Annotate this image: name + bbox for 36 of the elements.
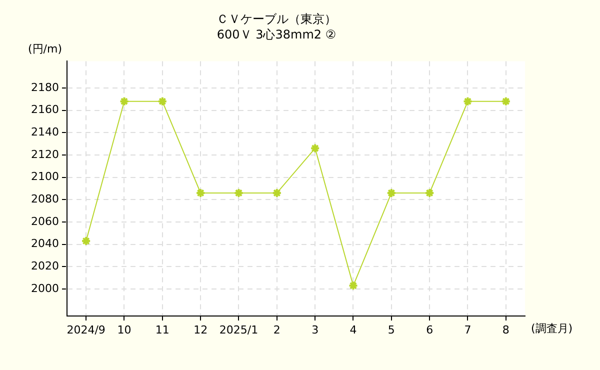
x-tick-label: 8 [502, 323, 510, 336]
y-tick-label: 2080 [30, 192, 59, 206]
point [157, 96, 168, 106]
y-tick-label: 2100 [30, 170, 59, 184]
x-tick-label: 7 [464, 323, 472, 336]
y-tick-label: 2000 [30, 282, 59, 295]
y-tick-label: 2020 [30, 260, 59, 273]
x-tick-label: 3 [312, 323, 319, 336]
point [310, 143, 320, 154]
point [272, 188, 282, 198]
x-tick-label: 10 [117, 323, 132, 336]
y-tick-label: 2060 [30, 214, 59, 228]
point [348, 280, 358, 291]
text: ＣＶケーブル（東京） [216, 12, 336, 26]
point [462, 96, 473, 106]
x-tick-label: 2025/1 [219, 323, 258, 336]
x-axis-title: (調査月) [531, 322, 573, 336]
point [386, 188, 396, 198]
y-tick-label: 2140 [30, 126, 59, 139]
point [424, 188, 435, 198]
y-tick-label: 2040 [30, 237, 59, 250]
point [234, 188, 244, 198]
x-tick-label: 4 [350, 323, 357, 336]
x-tick-label: 6 [426, 323, 434, 336]
x-tick-label: 5 [388, 323, 395, 336]
x-tick-label: 2024/9 [66, 323, 106, 336]
y-axis-title: (円/m) [28, 42, 62, 56]
x-tick-label: 11 [155, 323, 170, 336]
point [196, 188, 206, 198]
y-tick-label: 2160 [30, 103, 59, 116]
point [119, 96, 130, 106]
y-tick-label: 2120 [30, 148, 59, 161]
text: 600Ｖ 3心38mm2 ② [216, 28, 336, 42]
x-tick-label: 2 [273, 323, 280, 336]
y-tick-label: 2180 [30, 80, 59, 94]
x-tick-label: 12 [194, 323, 208, 336]
